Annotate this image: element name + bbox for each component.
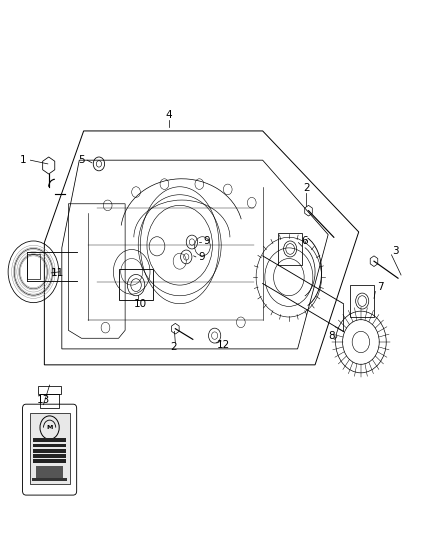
Bar (27, 254, 40, 279)
Text: 12: 12 (217, 340, 230, 350)
Bar (33, 459, 66, 463)
Bar (38, 386, 61, 393)
Bar (350, 285, 374, 317)
Bar (33, 438, 66, 442)
Text: 5: 5 (78, 155, 85, 165)
Text: 1: 1 (20, 155, 27, 165)
Text: 9: 9 (198, 252, 205, 262)
Bar (36, 474, 63, 478)
Bar (33, 449, 66, 453)
Text: 4: 4 (166, 110, 172, 120)
Bar (36, 470, 63, 474)
Bar (278, 233, 302, 265)
Text: M: M (46, 425, 53, 430)
Text: 3: 3 (392, 246, 399, 255)
Text: 2: 2 (170, 342, 177, 352)
Text: 9: 9 (204, 236, 210, 246)
Text: 6: 6 (301, 236, 307, 246)
Bar (29, 413, 70, 484)
Bar (40, 393, 59, 408)
Bar (33, 454, 66, 458)
Bar (32, 478, 67, 481)
Bar (36, 466, 63, 470)
Bar (120, 269, 152, 300)
Text: 10: 10 (134, 298, 147, 309)
Text: 13: 13 (37, 395, 50, 406)
Text: 7: 7 (377, 282, 384, 292)
Text: 8: 8 (328, 330, 335, 341)
Text: 11: 11 (51, 268, 64, 278)
Text: 2: 2 (303, 183, 310, 193)
Bar (33, 443, 66, 447)
